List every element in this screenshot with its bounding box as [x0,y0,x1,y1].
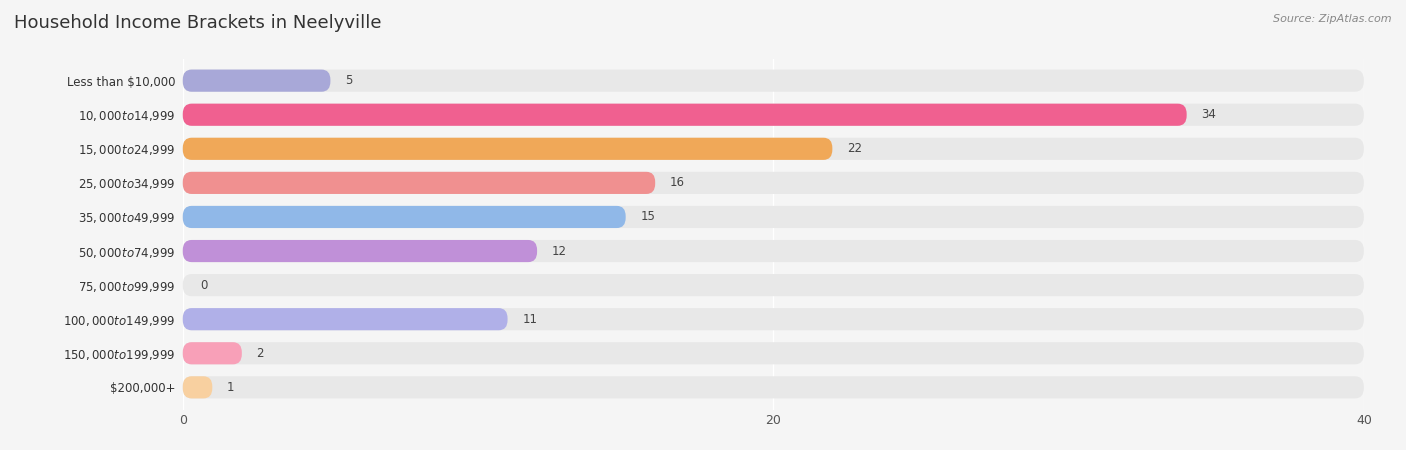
FancyBboxPatch shape [183,240,537,262]
FancyBboxPatch shape [183,342,242,364]
Text: 11: 11 [523,313,537,326]
FancyBboxPatch shape [183,138,1364,160]
FancyBboxPatch shape [183,138,832,160]
FancyBboxPatch shape [183,342,1364,364]
Text: 34: 34 [1202,108,1216,121]
Text: Source: ZipAtlas.com: Source: ZipAtlas.com [1274,14,1392,23]
Text: 22: 22 [846,142,862,155]
Text: 5: 5 [346,74,353,87]
FancyBboxPatch shape [183,206,1364,228]
Text: Household Income Brackets in Neelyville: Household Income Brackets in Neelyville [14,14,381,32]
FancyBboxPatch shape [183,240,1364,262]
FancyBboxPatch shape [183,172,1364,194]
FancyBboxPatch shape [183,274,1364,296]
FancyBboxPatch shape [183,376,1364,398]
FancyBboxPatch shape [183,70,330,92]
FancyBboxPatch shape [183,70,1364,92]
Text: 12: 12 [551,244,567,257]
FancyBboxPatch shape [183,206,626,228]
FancyBboxPatch shape [183,104,1364,126]
FancyBboxPatch shape [183,376,212,398]
Text: 16: 16 [669,176,685,189]
Text: 2: 2 [257,347,264,360]
FancyBboxPatch shape [183,308,508,330]
Text: 1: 1 [228,381,235,394]
Text: 15: 15 [641,211,655,224]
Text: 0: 0 [201,279,208,292]
FancyBboxPatch shape [183,172,655,194]
FancyBboxPatch shape [183,104,1187,126]
FancyBboxPatch shape [183,308,1364,330]
